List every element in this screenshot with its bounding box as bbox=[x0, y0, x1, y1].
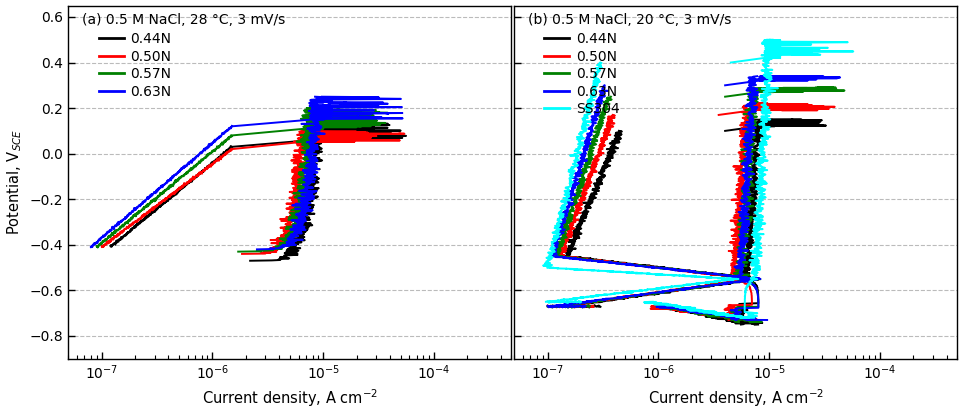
Legend: 0.44N, 0.50N, 0.57N, 0.63N: 0.44N, 0.50N, 0.57N, 0.63N bbox=[93, 27, 177, 104]
Text: (a) 0.5 M NaCl, 28 °C, 3 mV/s: (a) 0.5 M NaCl, 28 °C, 3 mV/s bbox=[82, 12, 285, 27]
Y-axis label: Potential, V$_{SCE}$: Potential, V$_{SCE}$ bbox=[6, 129, 24, 235]
X-axis label: Current density, A cm$^{-2}$: Current density, A cm$^{-2}$ bbox=[202, 388, 377, 410]
Legend: 0.44N, 0.50N, 0.57N, 0.63N, SS304: 0.44N, 0.50N, 0.57N, 0.63N, SS304 bbox=[539, 27, 626, 122]
Text: (b) 0.5 M NaCl, 20 °C, 3 mV/s: (b) 0.5 M NaCl, 20 °C, 3 mV/s bbox=[528, 12, 731, 27]
X-axis label: Current density, A cm$^{-2}$: Current density, A cm$^{-2}$ bbox=[648, 388, 824, 410]
